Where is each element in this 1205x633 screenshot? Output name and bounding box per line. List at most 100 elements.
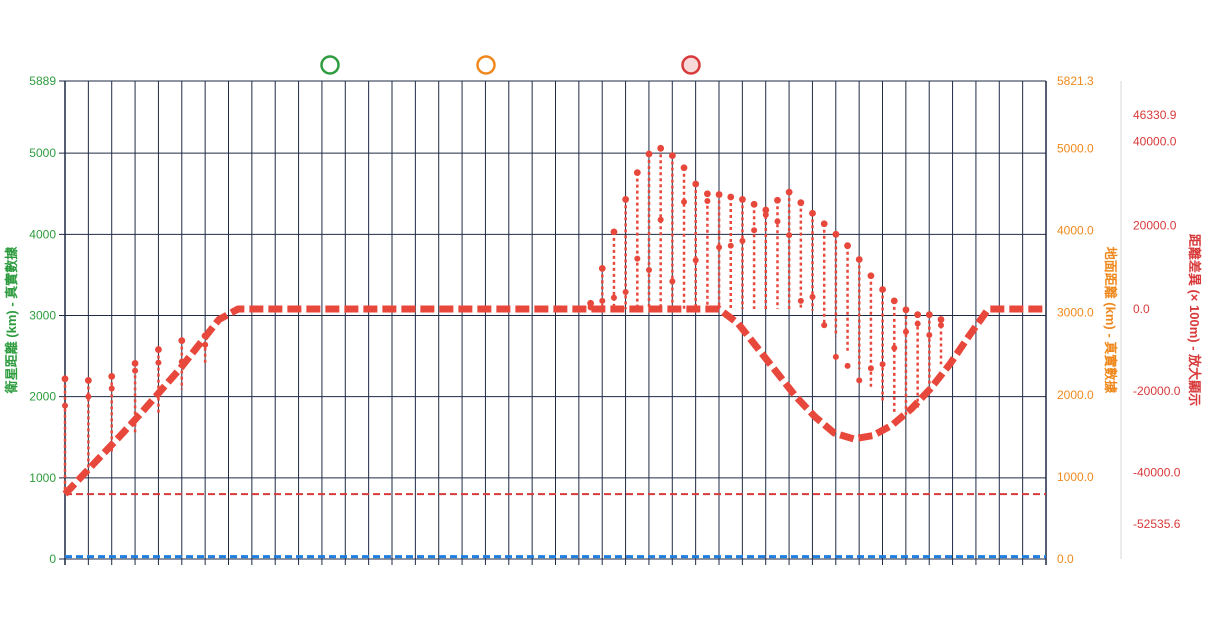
stem-mid-point <box>879 361 886 368</box>
stem-top-point <box>879 286 886 293</box>
difference-stem <box>925 311 933 388</box>
stem-mid-point <box>739 237 746 244</box>
stem-top-point <box>668 152 676 159</box>
difference-stem <box>692 180 700 310</box>
difference-stem <box>762 206 770 310</box>
stem-mid-point <box>832 353 839 360</box>
right-axis-title: 地面距離 (km) - 真實數據 <box>1103 247 1118 395</box>
difference-stem <box>657 144 665 310</box>
difference-stem <box>108 372 116 454</box>
diff-axis-tick-label: -40000.0 <box>1133 466 1181 480</box>
difference-stem <box>739 196 746 310</box>
stem-top-point <box>914 311 922 319</box>
right-axis: 0.0 1000.0 2000.0 3000.0 4000.0 5000.0 5821.3 地… <box>1057 74 1118 566</box>
left-axis-tick-label: 5889 <box>29 74 56 88</box>
diff-axis-tick-label: 20000.0 <box>1133 218 1177 232</box>
right-axis-tick-label: 2000.0 <box>1057 388 1094 402</box>
stem-mid-point <box>108 385 115 392</box>
left-axis-tick-label: 0 <box>49 552 56 566</box>
left-axis-tick-label: 5000 <box>29 146 56 160</box>
stem-mid-point <box>914 320 921 327</box>
stem-mid-point <box>844 362 851 369</box>
right-axis-tick-label: 5821.3 <box>1057 74 1094 88</box>
stem-top-point <box>750 200 758 208</box>
stem-top-point <box>785 188 793 196</box>
stem-mid-point <box>727 242 734 249</box>
stem-mid-point <box>599 297 606 304</box>
stem-top-point <box>680 164 688 172</box>
stem-top-point <box>902 306 910 314</box>
legend[interactable] <box>320 55 701 75</box>
difference-stem <box>610 228 618 310</box>
stem-top-point <box>155 346 162 353</box>
difference-stem <box>704 190 711 310</box>
stem-top-point <box>867 272 875 280</box>
right-axis-tick-label: 3000.0 <box>1057 306 1094 320</box>
difference-stem <box>680 164 688 310</box>
stem-top-point <box>762 206 770 214</box>
difference-stem <box>809 209 816 311</box>
difference-stem <box>598 265 606 310</box>
legend-item-2-icon[interactable] <box>476 55 496 75</box>
stem-top-point <box>715 191 723 198</box>
left-axis: 0 1000 2000 3000 4000 5000 5889 衛星距離 (km) - 真實數… <box>4 74 56 566</box>
diff-axis-title: 距離差異 (× 100m) - 放大顯示 <box>1187 234 1202 406</box>
stem-mid-point <box>786 232 793 239</box>
stem-mid-point <box>809 293 816 300</box>
difference-stem <box>879 286 886 403</box>
stem-top-point <box>131 359 139 367</box>
stem-mid-point <box>681 198 688 205</box>
stem-mid-point <box>692 257 699 264</box>
stem-mid-point <box>821 322 828 329</box>
left-axis-tick-label: 2000 <box>29 390 56 404</box>
stem-mid-point <box>610 294 617 301</box>
stem-mid-point <box>938 322 944 329</box>
stem-top-point <box>61 375 69 383</box>
right-axis-tick-label: 0.0 <box>1057 552 1074 566</box>
stem-mid-point <box>856 377 863 384</box>
stem-mid-point <box>762 211 769 218</box>
difference-stem <box>131 359 139 433</box>
difference-stem <box>867 272 875 388</box>
stem-top-point <box>797 199 805 207</box>
stem-top-point <box>84 377 92 384</box>
stem-top-point <box>832 230 840 238</box>
difference-stem <box>937 316 945 365</box>
diff-axis-tick-label: -20000.0 <box>1133 384 1181 398</box>
diff-axis-tick-label: 40000.0 <box>1133 135 1177 149</box>
difference-stem <box>890 297 898 413</box>
difference-stem <box>750 200 758 310</box>
difference-stem <box>645 150 653 310</box>
stem-top-point <box>704 190 711 198</box>
difference-stem <box>84 377 92 477</box>
stem-mid-point <box>634 255 641 262</box>
stem-mid-point <box>657 216 664 223</box>
stem-top-point <box>890 297 898 305</box>
series-lines <box>62 305 1046 497</box>
diff-axis-tick-label: 46330.9 <box>1133 108 1177 122</box>
difference-stem <box>715 191 723 310</box>
difference-stem <box>832 230 840 360</box>
legend-item-3-icon[interactable] <box>681 55 701 75</box>
stem-mid-point <box>716 244 723 251</box>
stem-top-point <box>622 196 630 203</box>
legend-item-1-icon[interactable] <box>320 55 340 75</box>
right-axis-tick-label: 4000.0 <box>1057 224 1094 238</box>
stem-mid-point <box>774 218 781 225</box>
stem-mid-point <box>797 297 804 304</box>
difference-stems <box>61 144 945 493</box>
difference-stem <box>844 242 851 369</box>
stem-top-point <box>937 316 945 323</box>
stem-top-point <box>692 180 700 188</box>
diff-axis-tick-label: 0.0 <box>1133 302 1150 316</box>
stem-mid-point <box>891 344 898 351</box>
stem-mid-point <box>202 341 209 348</box>
stem-mid-point <box>751 227 758 234</box>
stem-mid-point <box>704 198 711 205</box>
stem-top-point <box>727 193 735 201</box>
difference-stem <box>797 199 805 310</box>
difference-stem <box>785 188 793 310</box>
stem-top-point <box>855 256 863 263</box>
stem-mid-point <box>62 402 68 409</box>
